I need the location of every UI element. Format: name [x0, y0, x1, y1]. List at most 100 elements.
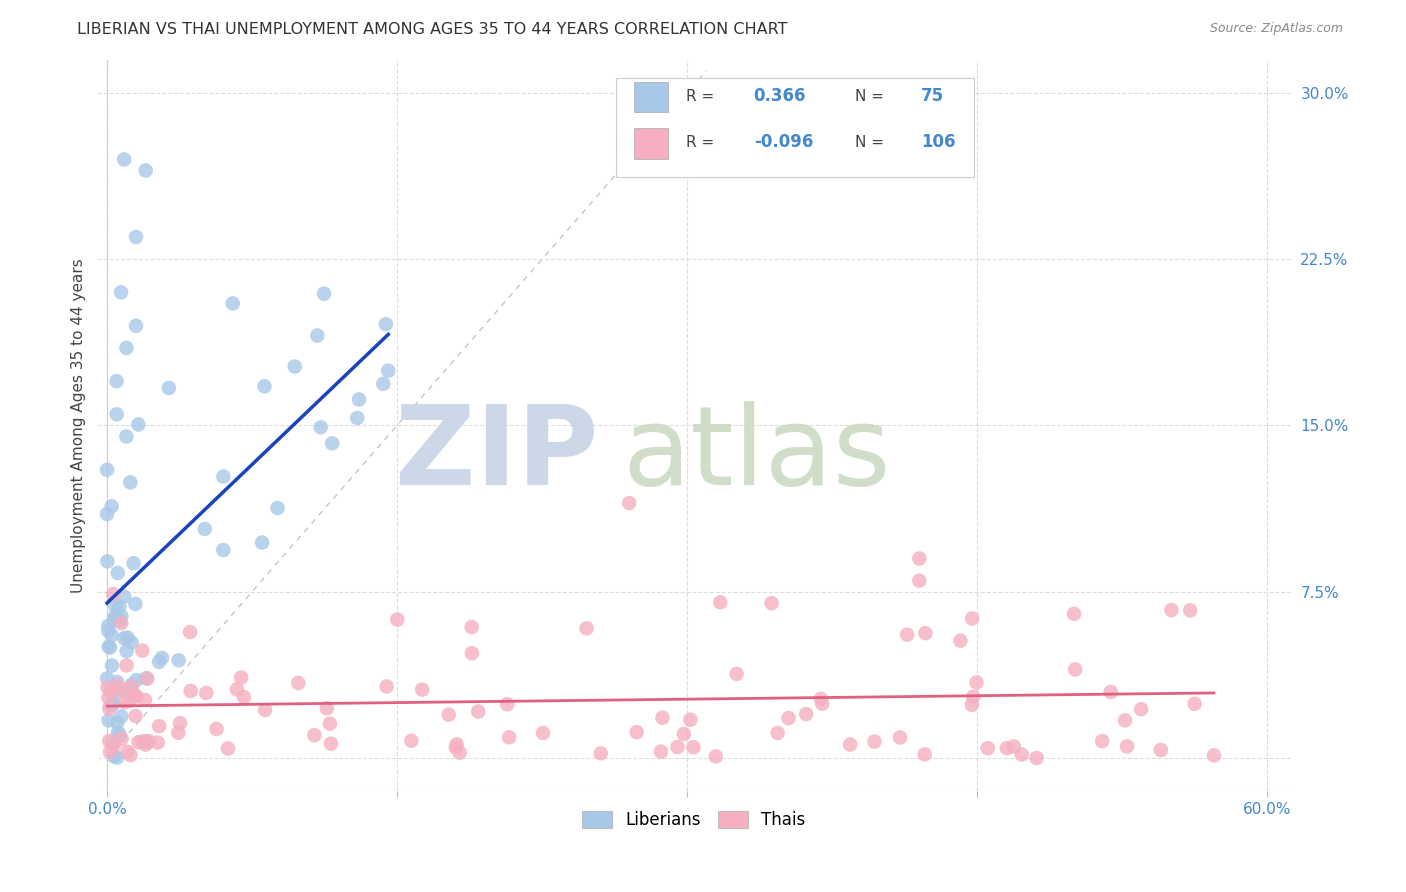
- Point: [914, 626, 936, 640]
- Text: N =: N =: [855, 135, 884, 150]
- Text: 75: 75: [921, 87, 943, 105]
- Point: [682, 740, 704, 755]
- Point: [253, 379, 276, 393]
- Point: [150, 651, 173, 665]
- Point: [98, 640, 121, 655]
- Point: [104, 599, 127, 613]
- Point: [180, 684, 202, 698]
- FancyBboxPatch shape: [616, 78, 974, 177]
- Point: [1130, 702, 1153, 716]
- Point: [650, 745, 672, 759]
- Point: [461, 620, 484, 634]
- Point: [107, 566, 129, 580]
- Point: [709, 595, 731, 609]
- Text: N =: N =: [855, 88, 884, 103]
- Point: [810, 691, 832, 706]
- Text: R =: R =: [686, 135, 714, 150]
- Point: [110, 616, 132, 631]
- Point: [101, 658, 124, 673]
- Point: [120, 748, 142, 763]
- Point: [148, 655, 170, 669]
- Point: [287, 676, 309, 690]
- Point: [195, 686, 218, 700]
- Point: [217, 741, 239, 756]
- Point: [124, 709, 146, 723]
- Point: [778, 711, 800, 725]
- Point: [284, 359, 307, 374]
- Point: [122, 556, 145, 570]
- Point: [319, 716, 342, 731]
- Point: [124, 689, 146, 703]
- Point: [222, 296, 245, 310]
- Point: [135, 163, 157, 178]
- Point: [131, 734, 153, 748]
- Point: [347, 392, 370, 407]
- Point: [949, 633, 972, 648]
- Text: atlas: atlas: [623, 401, 891, 508]
- Point: [98, 745, 121, 759]
- Point: [98, 734, 121, 748]
- Point: [118, 694, 141, 708]
- Point: [97, 624, 120, 638]
- Point: [766, 726, 789, 740]
- Point: [1150, 743, 1173, 757]
- Point: [96, 507, 118, 521]
- Point: [1091, 734, 1114, 748]
- Point: [100, 698, 122, 713]
- Point: [104, 607, 127, 622]
- Text: 106: 106: [921, 134, 955, 152]
- Point: [169, 716, 191, 731]
- Point: [232, 690, 254, 705]
- Point: [266, 501, 288, 516]
- Point: [401, 733, 423, 747]
- Point: [146, 735, 169, 749]
- Point: [134, 693, 156, 707]
- FancyBboxPatch shape: [634, 82, 668, 112]
- Point: [124, 597, 146, 611]
- Point: [108, 614, 131, 628]
- Point: [110, 285, 132, 300]
- Legend: Liberians, Thais: Liberians, Thais: [576, 804, 813, 836]
- Point: [100, 628, 122, 642]
- Point: [179, 625, 201, 640]
- Point: [112, 631, 135, 645]
- Point: [127, 417, 149, 432]
- Point: [575, 621, 598, 635]
- Text: Source: ZipAtlas.com: Source: ZipAtlas.com: [1209, 22, 1343, 36]
- Point: [896, 627, 918, 641]
- Point: [127, 735, 149, 749]
- Point: [121, 677, 143, 691]
- Point: [839, 738, 862, 752]
- Point: [112, 590, 135, 604]
- Point: [863, 734, 886, 748]
- Point: [96, 671, 118, 685]
- Point: [1202, 748, 1225, 763]
- Point: [148, 719, 170, 733]
- Point: [135, 738, 157, 752]
- Point: [498, 731, 520, 745]
- Point: [437, 707, 460, 722]
- Point: [101, 736, 124, 750]
- Point: [107, 725, 129, 739]
- Point: [115, 341, 138, 355]
- Point: [96, 554, 118, 568]
- Point: [307, 328, 329, 343]
- Point: [114, 695, 136, 709]
- Point: [651, 711, 673, 725]
- Point: [194, 522, 217, 536]
- Point: [374, 317, 396, 331]
- Text: LIBERIAN VS THAI UNEMPLOYMENT AMONG AGES 35 TO 44 YEARS CORRELATION CHART: LIBERIAN VS THAI UNEMPLOYMENT AMONG AGES…: [77, 22, 787, 37]
- Point: [96, 681, 118, 695]
- Point: [309, 420, 332, 434]
- Point: [449, 746, 471, 760]
- Point: [666, 739, 689, 754]
- Point: [319, 737, 342, 751]
- Point: [373, 376, 395, 391]
- Point: [1064, 662, 1087, 676]
- Point: [105, 750, 128, 764]
- Point: [1063, 607, 1085, 621]
- Point: [212, 543, 235, 558]
- Point: [231, 671, 253, 685]
- Point: [304, 728, 326, 742]
- Point: [914, 747, 936, 762]
